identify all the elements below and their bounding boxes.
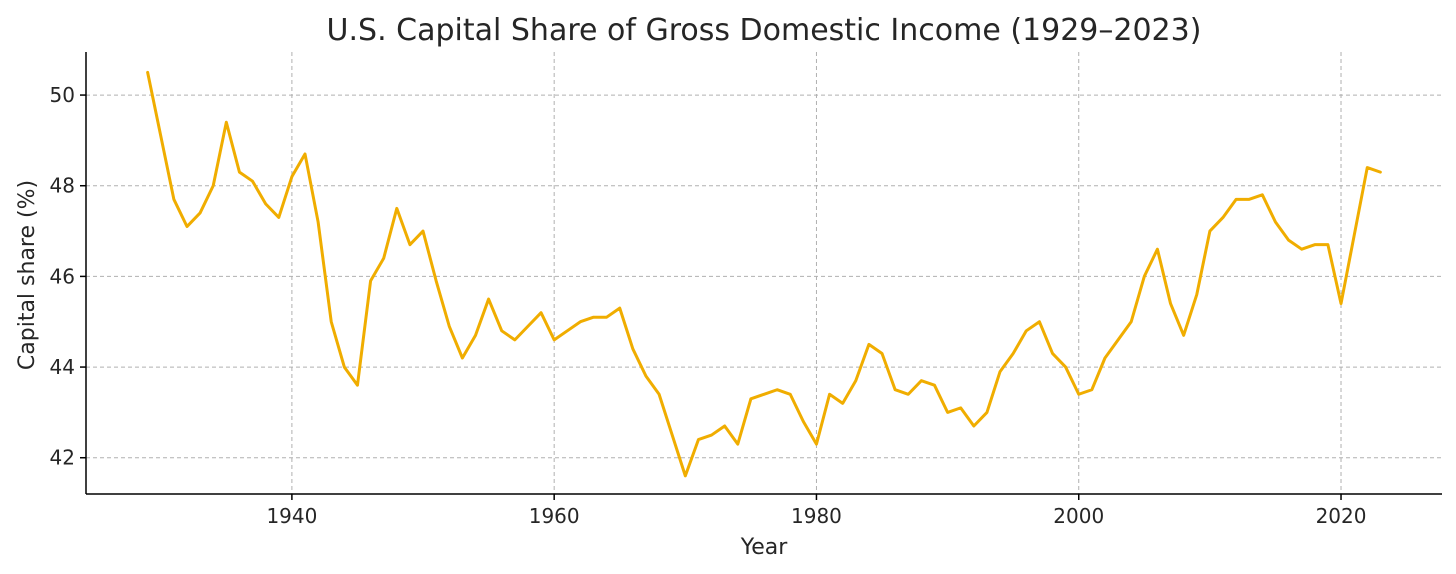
y-tick-label: 42 [50, 446, 75, 470]
y-tick-label: 50 [50, 83, 75, 107]
series-group [146, 70, 1382, 478]
x-tick-label: 1940 [266, 504, 317, 528]
y-tick-label: 46 [50, 264, 75, 288]
axes [85, 52, 1442, 495]
x-tick-label: 2020 [1316, 504, 1367, 528]
y-tick-label: 44 [50, 355, 75, 379]
grid [86, 52, 1442, 494]
x-tick-label: 1980 [791, 504, 842, 528]
x-tick-label: 1960 [529, 504, 580, 528]
chart-title: U.S. Capital Share of Gross Domestic Inc… [327, 13, 1202, 48]
x-axis-label: Year [740, 535, 789, 560]
series-line [146, 70, 1382, 478]
x-tick-label: 2000 [1053, 504, 1104, 528]
y-axis-label: Capital share (%) [15, 180, 40, 370]
y-tick-label: 48 [50, 174, 75, 198]
ticks: 1940 1960 1980 2000 2020 42 44 46 48 50 [50, 83, 1367, 528]
